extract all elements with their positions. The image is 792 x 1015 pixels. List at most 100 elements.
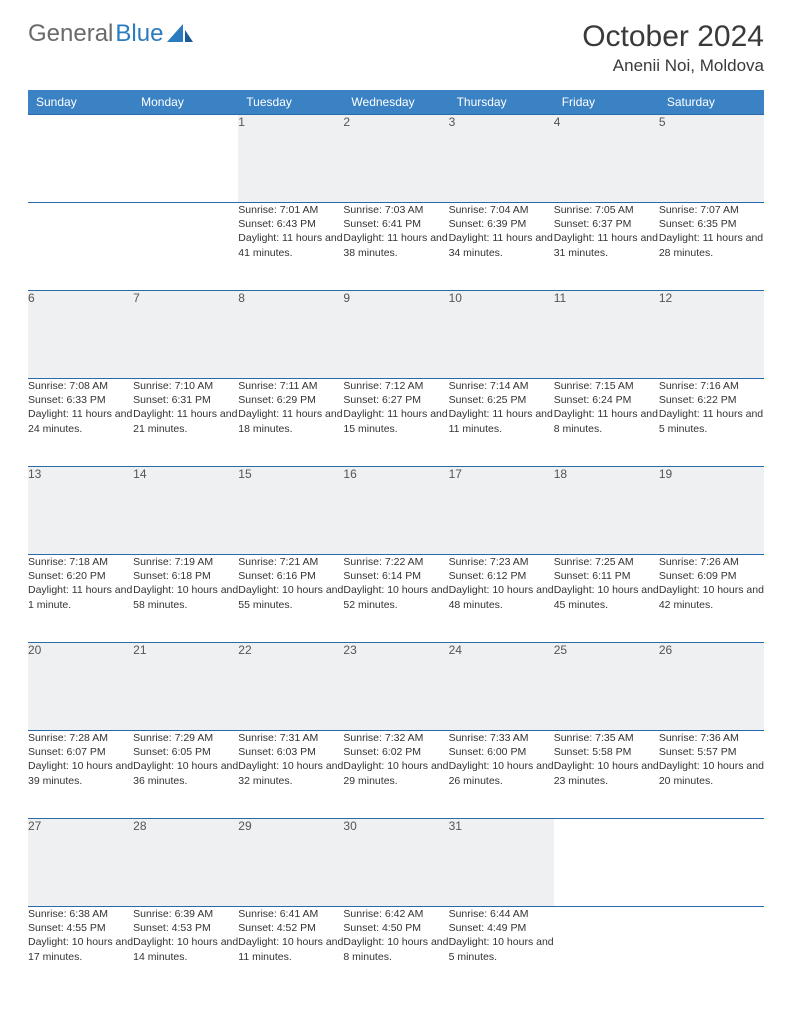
daylight-text: Daylight: 10 hours and 36 minutes. bbox=[133, 759, 238, 787]
sunset-text: Sunset: 6:37 PM bbox=[554, 217, 659, 231]
day-number: 26 bbox=[659, 643, 672, 657]
daylight-text: Daylight: 10 hours and 58 minutes. bbox=[133, 583, 238, 611]
sunrise-text: Sunrise: 7:03 AM bbox=[343, 203, 448, 217]
day-number-cell: 19 bbox=[659, 467, 764, 555]
day-number-cell: 21 bbox=[133, 643, 238, 731]
daylight-text: Daylight: 11 hours and 38 minutes. bbox=[343, 231, 448, 259]
sunrise-text: Sunrise: 7:04 AM bbox=[449, 203, 554, 217]
day-number: 3 bbox=[449, 115, 456, 129]
day-number-row: 2728293031 bbox=[28, 819, 764, 907]
day-number-row: 12345 bbox=[28, 115, 764, 203]
day-number-cell: 15 bbox=[238, 467, 343, 555]
day-number: 28 bbox=[133, 819, 146, 833]
sunrise-text: Sunrise: 7:01 AM bbox=[238, 203, 343, 217]
day-detail-cell: Sunrise: 7:15 AMSunset: 6:24 PMDaylight:… bbox=[554, 379, 659, 467]
weekday-header: Thursday bbox=[449, 90, 554, 115]
weekday-header: Tuesday bbox=[238, 90, 343, 115]
sunrise-text: Sunrise: 7:11 AM bbox=[238, 379, 343, 393]
sunset-text: Sunset: 6:12 PM bbox=[449, 569, 554, 583]
sunset-text: Sunset: 6:43 PM bbox=[238, 217, 343, 231]
day-detail-cell: Sunrise: 7:05 AMSunset: 6:37 PMDaylight:… bbox=[554, 203, 659, 291]
sunrise-text: Sunrise: 7:07 AM bbox=[659, 203, 764, 217]
daylight-text: Daylight: 10 hours and 45 minutes. bbox=[554, 583, 659, 611]
day-detail-cell: Sunrise: 7:14 AMSunset: 6:25 PMDaylight:… bbox=[449, 379, 554, 467]
day-number: 1 bbox=[238, 115, 245, 129]
day-number: 7 bbox=[133, 291, 140, 305]
sunset-text: Sunset: 6:41 PM bbox=[343, 217, 448, 231]
day-detail-row: Sunrise: 7:18 AMSunset: 6:20 PMDaylight:… bbox=[28, 555, 764, 643]
day-number-cell: 18 bbox=[554, 467, 659, 555]
daylight-text: Daylight: 10 hours and 11 minutes. bbox=[238, 935, 343, 963]
day-detail-cell: Sunrise: 7:18 AMSunset: 6:20 PMDaylight:… bbox=[28, 555, 133, 643]
sunset-text: Sunset: 4:53 PM bbox=[133, 921, 238, 935]
daylight-text: Daylight: 11 hours and 18 minutes. bbox=[238, 407, 343, 435]
day-number-cell: 3 bbox=[449, 115, 554, 203]
sunrise-text: Sunrise: 7:12 AM bbox=[343, 379, 448, 393]
sunset-text: Sunset: 6:14 PM bbox=[343, 569, 448, 583]
day-detail-cell: Sunrise: 7:01 AMSunset: 6:43 PMDaylight:… bbox=[238, 203, 343, 291]
day-number-cell bbox=[133, 115, 238, 203]
day-detail-cell: Sunrise: 7:32 AMSunset: 6:02 PMDaylight:… bbox=[343, 731, 448, 819]
day-number: 21 bbox=[133, 643, 146, 657]
weekday-header: Friday bbox=[554, 90, 659, 115]
day-number: 10 bbox=[449, 291, 462, 305]
daylight-text: Daylight: 11 hours and 5 minutes. bbox=[659, 407, 764, 435]
day-number: 13 bbox=[28, 467, 41, 481]
day-detail-cell bbox=[554, 907, 659, 995]
day-number-cell: 9 bbox=[343, 291, 448, 379]
day-detail-cell: Sunrise: 7:07 AMSunset: 6:35 PMDaylight:… bbox=[659, 203, 764, 291]
daylight-text: Daylight: 11 hours and 15 minutes. bbox=[343, 407, 448, 435]
sunrise-text: Sunrise: 7:10 AM bbox=[133, 379, 238, 393]
day-number-cell: 11 bbox=[554, 291, 659, 379]
sunrise-text: Sunrise: 6:42 AM bbox=[343, 907, 448, 921]
day-number: 24 bbox=[449, 643, 462, 657]
day-number: 19 bbox=[659, 467, 672, 481]
sunset-text: Sunset: 4:52 PM bbox=[238, 921, 343, 935]
daylight-text: Daylight: 10 hours and 32 minutes. bbox=[238, 759, 343, 787]
day-detail-cell: Sunrise: 7:26 AMSunset: 6:09 PMDaylight:… bbox=[659, 555, 764, 643]
sunset-text: Sunset: 6:03 PM bbox=[238, 745, 343, 759]
daylight-text: Daylight: 11 hours and 31 minutes. bbox=[554, 231, 659, 259]
day-number-cell: 24 bbox=[449, 643, 554, 731]
sunrise-text: Sunrise: 7:36 AM bbox=[659, 731, 764, 745]
day-number-cell: 28 bbox=[133, 819, 238, 907]
day-detail-cell: Sunrise: 6:44 AMSunset: 4:49 PMDaylight:… bbox=[449, 907, 554, 995]
sunset-text: Sunset: 6:22 PM bbox=[659, 393, 764, 407]
calendar-page: GeneralBlue October 2024 Anenii Noi, Mol… bbox=[0, 0, 792, 1015]
day-number-row: 13 14 1516 171819 bbox=[28, 467, 764, 555]
sunset-text: Sunset: 6:09 PM bbox=[659, 569, 764, 583]
day-number-cell: 23 bbox=[343, 643, 448, 731]
day-number: 30 bbox=[343, 819, 356, 833]
day-detail-cell: Sunrise: 7:31 AMSunset: 6:03 PMDaylight:… bbox=[238, 731, 343, 819]
sunset-text: Sunset: 6:24 PM bbox=[554, 393, 659, 407]
daylight-text: Daylight: 10 hours and 55 minutes. bbox=[238, 583, 343, 611]
day-number: 25 bbox=[554, 643, 567, 657]
sunrise-text: Sunrise: 7:18 AM bbox=[28, 555, 133, 569]
day-detail-row: Sunrise: 7:08 AMSunset: 6:33 PMDaylight:… bbox=[28, 379, 764, 467]
day-number: 29 bbox=[238, 819, 251, 833]
day-detail-cell: Sunrise: 7:08 AMSunset: 6:33 PMDaylight:… bbox=[28, 379, 133, 467]
logo: GeneralBlue bbox=[28, 20, 193, 48]
day-detail-cell: Sunrise: 6:41 AMSunset: 4:52 PMDaylight:… bbox=[238, 907, 343, 995]
day-number-cell: 12 bbox=[659, 291, 764, 379]
day-number: 14 bbox=[133, 467, 146, 481]
day-detail-cell: Sunrise: 7:22 AMSunset: 6:14 PMDaylight:… bbox=[343, 555, 448, 643]
day-number-row: 20212223242526 bbox=[28, 643, 764, 731]
day-detail-cell bbox=[28, 203, 133, 291]
day-detail-cell: Sunrise: 7:11 AMSunset: 6:29 PMDaylight:… bbox=[238, 379, 343, 467]
sunrise-text: Sunrise: 7:23 AM bbox=[449, 555, 554, 569]
sunrise-text: Sunrise: 7:29 AM bbox=[133, 731, 238, 745]
day-number-cell: 17 bbox=[449, 467, 554, 555]
daylight-text: Daylight: 10 hours and 42 minutes. bbox=[659, 583, 764, 611]
day-number: 6 bbox=[28, 291, 35, 305]
sunset-text: Sunset: 6:07 PM bbox=[28, 745, 133, 759]
day-number: 9 bbox=[343, 291, 350, 305]
day-number-cell: 5 bbox=[659, 115, 764, 203]
sunset-text: Sunset: 4:50 PM bbox=[343, 921, 448, 935]
day-detail-cell: Sunrise: 6:39 AMSunset: 4:53 PMDaylight:… bbox=[133, 907, 238, 995]
day-number: 4 bbox=[554, 115, 561, 129]
day-number: 16 bbox=[343, 467, 356, 481]
day-detail-cell: Sunrise: 7:19 AMSunset: 6:18 PMDaylight:… bbox=[133, 555, 238, 643]
day-detail-cell: Sunrise: 7:21 AMSunset: 6:16 PMDaylight:… bbox=[238, 555, 343, 643]
day-detail-cell: Sunrise: 7:35 AMSunset: 5:58 PMDaylight:… bbox=[554, 731, 659, 819]
